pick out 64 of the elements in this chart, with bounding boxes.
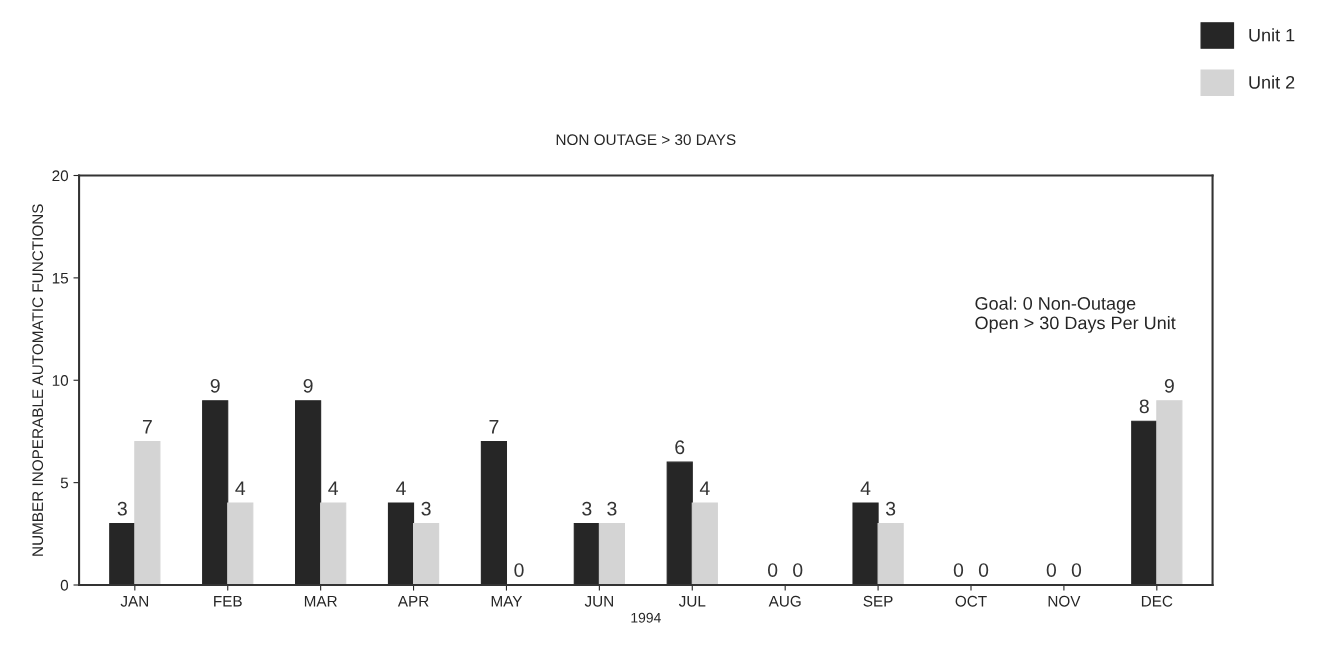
x-tick-label: JUN [584, 595, 613, 607]
bar [320, 502, 347, 585]
bar [877, 523, 904, 585]
data-label: 8 [1139, 399, 1149, 414]
bar [598, 523, 626, 585]
x-tick-label: SEP [863, 595, 893, 607]
bar [295, 400, 322, 585]
data-label: 4 [860, 481, 871, 495]
legend-label: Unit 1 [1249, 28, 1295, 42]
x-tick-label: FEB [214, 595, 242, 607]
data-label: 9 [1164, 378, 1174, 393]
data-label: 3 [421, 501, 431, 516]
bar [666, 461, 693, 585]
y-axis-title: NUMBER INOPERABLE AUTOMATIC FUNCTIONS [32, 204, 44, 556]
y-tick-label: 15 [52, 272, 69, 284]
bar [109, 523, 136, 585]
data-label: 3 [582, 501, 592, 516]
data-label: 9 [210, 378, 220, 393]
x-tick-label: NOV [1048, 595, 1081, 607]
x-axis-title: 1994 [631, 612, 661, 623]
data-label: 7 [142, 420, 152, 434]
bar [134, 441, 161, 585]
data-label: 3 [607, 501, 617, 516]
data-label: 0 [953, 563, 964, 577]
data-label: 7 [489, 420, 499, 434]
bar [412, 523, 440, 585]
data-label: 0 [514, 563, 524, 577]
annotation: Goal: 0 Non-Outage Open > 30 Days Per Unit [975, 296, 1176, 333]
data-label: 4 [396, 481, 406, 495]
data-label: 4 [699, 481, 710, 495]
data-label: 0 [1071, 563, 1082, 577]
data-label: 3 [117, 501, 127, 516]
bar [573, 523, 600, 585]
y-tick-label: 5 [60, 477, 69, 489]
x-tick-label: MAR [304, 595, 337, 607]
x-tick-label: JUL [678, 595, 706, 607]
x-tick-label: DEC [1141, 595, 1173, 607]
data-label: 0 [793, 563, 803, 577]
data-label: 6 [675, 440, 685, 455]
data-label: 0 [1046, 563, 1057, 577]
bar [202, 400, 229, 585]
data-label: 0 [767, 563, 778, 577]
bar [852, 502, 879, 585]
chart-title: NON OUTAGE > 30 DAYS [556, 134, 736, 146]
x-tick-label: OCT [955, 595, 987, 607]
bar [1131, 420, 1158, 585]
legend-label: Unit 2 [1249, 75, 1295, 89]
x-tick-label: JAN [120, 595, 149, 607]
data-label: 0 [978, 563, 989, 577]
y-tick-label: 0 [60, 579, 69, 591]
bar [227, 502, 254, 585]
bar [480, 441, 508, 585]
data-label: 3 [885, 501, 896, 516]
x-tick-label: APR [397, 595, 429, 607]
y-tick-label: 10 [52, 375, 69, 386]
y-tick-label: 20 [52, 170, 69, 182]
x-tick-label: MAY [491, 595, 523, 607]
data-label: 9 [303, 378, 313, 393]
bar [387, 502, 415, 585]
bar [1156, 400, 1183, 585]
data-label: 4 [328, 481, 339, 495]
x-tick-label: AUG [768, 595, 801, 607]
bar [691, 502, 718, 585]
data-label: 4 [235, 481, 246, 495]
